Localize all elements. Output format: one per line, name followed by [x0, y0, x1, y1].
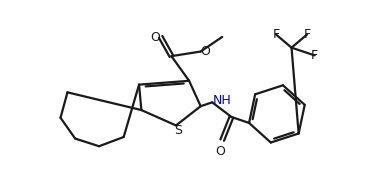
- Text: O: O: [150, 31, 160, 44]
- Text: S: S: [174, 124, 182, 137]
- Text: O: O: [200, 45, 210, 58]
- Text: NH: NH: [213, 94, 232, 107]
- Text: O: O: [216, 145, 225, 158]
- Text: F: F: [273, 28, 280, 41]
- Text: F: F: [303, 28, 310, 41]
- Text: F: F: [311, 49, 318, 62]
